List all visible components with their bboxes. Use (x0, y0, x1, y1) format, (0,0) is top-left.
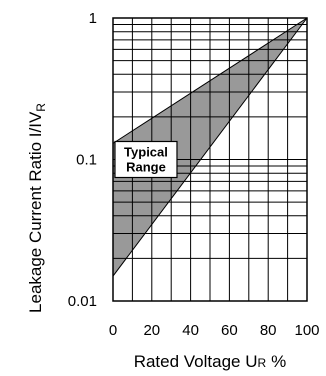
typical-range-annotation: Typical Range (114, 140, 178, 179)
annotation-box (114, 140, 178, 179)
x-tick-label: 60 (221, 322, 238, 339)
x-tick-label: 80 (260, 322, 277, 339)
x-tick-label: 40 (182, 322, 199, 339)
plot-frame (112, 17, 308, 302)
y-axis-label: Leakage Current Ratio I/IVR (26, 103, 48, 313)
y-tick-label: 0.1 (76, 152, 97, 169)
x-tick-label: 0 (109, 322, 117, 339)
y-tick-label: 1 (89, 10, 97, 27)
x-tick-label: 100 (294, 322, 319, 339)
annotation-line-2: Range (126, 160, 166, 175)
annotation-line-1: Typical (124, 145, 168, 160)
x-tick-label: 20 (143, 322, 160, 339)
x-axis-label: Rated Voltage UR% (134, 352, 287, 371)
y-tick-label: 0.01 (68, 293, 97, 310)
tick-labels: 0 20 40 60 80 100 0.01 0.1 1 (68, 10, 320, 339)
